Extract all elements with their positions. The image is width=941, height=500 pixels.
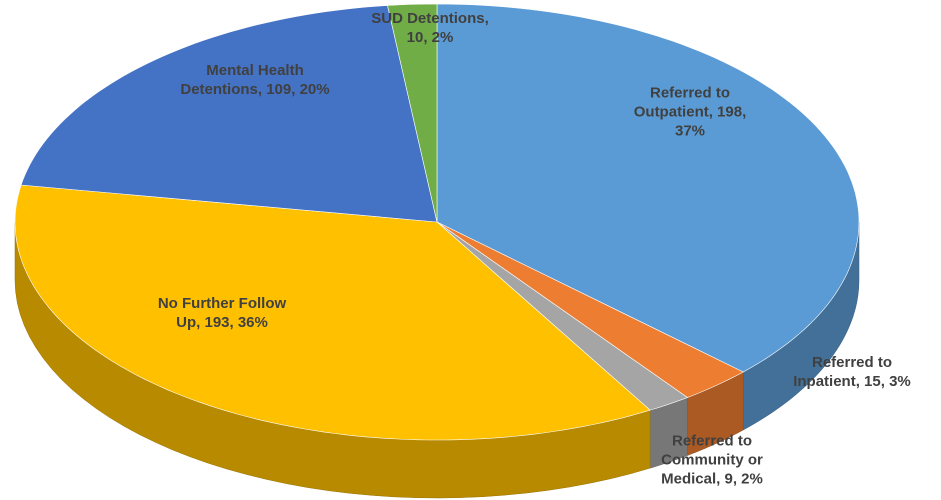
data-label: No Further Follow Up, 193, 36% [157, 295, 287, 331]
pie-slice [436, 3, 860, 373]
pie-slice [387, 3, 438, 223]
data-label: Referred to Outpatient, 198, 37% [633, 84, 747, 140]
pie-slice [436, 221, 689, 411]
data-label: Referred to Inpatient, 15, 3% [793, 354, 911, 390]
data-label: SUD Detentions, 10, 2% [371, 10, 489, 46]
data-label: Mental Health Detentions, 109, 20% [180, 62, 330, 98]
pie-slice [20, 5, 438, 223]
pie-slice [436, 221, 744, 398]
pie-slice [14, 184, 651, 441]
data-label: Referred to Community or Medical, 9, 2% [661, 432, 763, 488]
